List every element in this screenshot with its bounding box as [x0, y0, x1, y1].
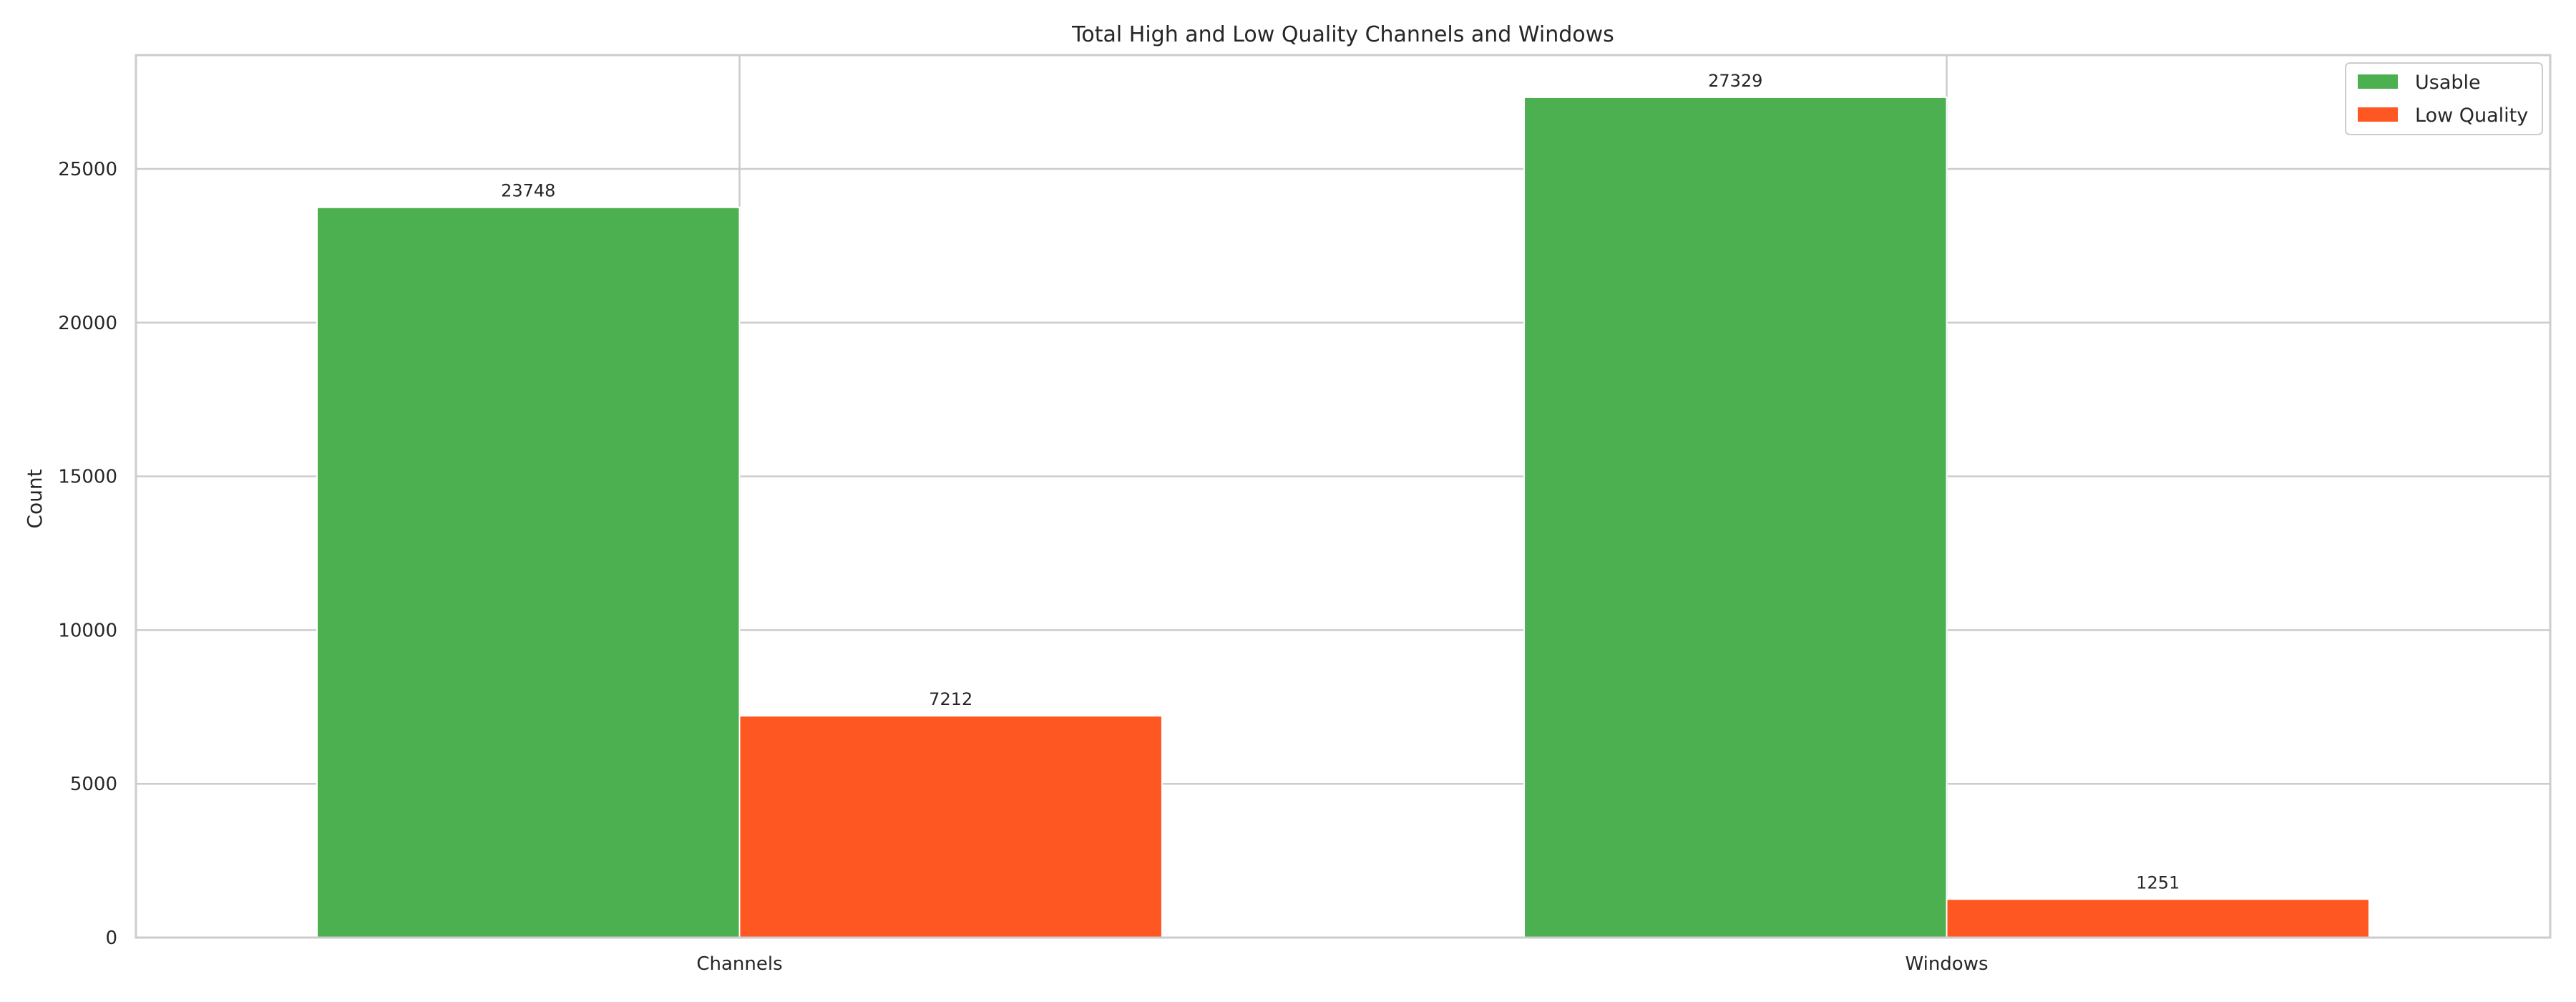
plot-frame [135, 54, 2552, 939]
data-label-low-quality: 1251 [2136, 872, 2180, 892]
bar-usable [1523, 96, 1948, 938]
chart-title: Total High and Low Quality Channels and … [1071, 22, 1614, 47]
legend: Usable Low Quality [2345, 62, 2543, 135]
bar-usable [316, 206, 741, 938]
tick-labels-group: 0 5000 10000 15000 20000 25000 Channels Windows [58, 159, 1988, 975]
y-tick-label: 20000 [58, 313, 117, 334]
y-tick-label: 5000 [70, 774, 117, 795]
y-axis-label: Count [23, 469, 47, 528]
x-tick-label: Windows [1905, 953, 1988, 975]
y-tick-label: 10000 [58, 620, 117, 641]
legend-swatch-low-quality [2358, 107, 2398, 122]
legend-swatch-usable [2358, 74, 2398, 89]
x-tick-label: Channels [696, 953, 782, 975]
data-label-usable: 27329 [1708, 71, 1762, 91]
data-label-low-quality: 7212 [929, 689, 972, 709]
bar-low-quality [1946, 898, 2370, 939]
y-tick-label: 0 [105, 928, 117, 949]
data-labels-group: 23748 27329 7212 1251 [501, 71, 2180, 892]
legend-label-low-quality: Low Quality [2415, 104, 2528, 127]
y-tick-label: 15000 [58, 467, 117, 488]
bars-group [316, 96, 2370, 939]
legend-label-usable: Usable [2415, 72, 2481, 94]
bar-low-quality [738, 715, 1163, 938]
data-label-usable: 23748 [501, 181, 555, 201]
y-tick-label: 25000 [58, 159, 117, 180]
